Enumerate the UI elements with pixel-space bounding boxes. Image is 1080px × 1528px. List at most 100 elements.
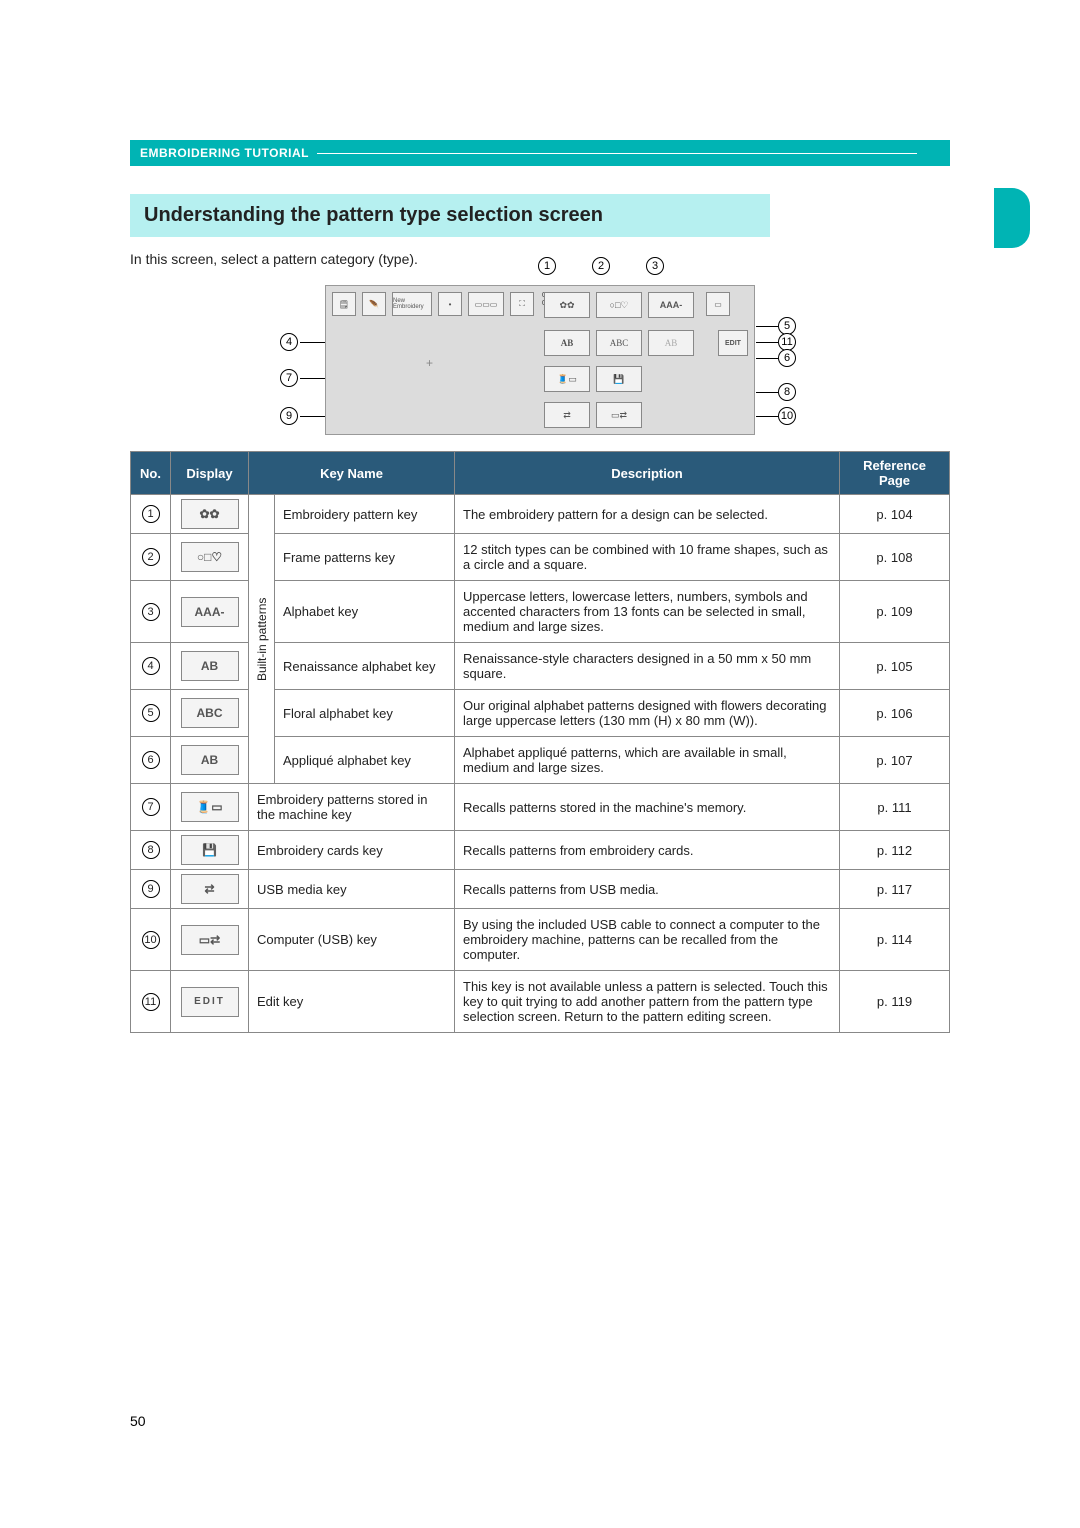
page-number: 50 [130,1413,950,1429]
callout-2: 2 [592,257,610,275]
table-row: 9⇄USB media keyRecalls patterns from USB… [131,870,950,909]
row-description: Uppercase letters, lowercase letters, nu… [455,581,840,643]
table-row: 8💾Embroidery cards keyRecalls patterns f… [131,831,950,870]
th-reference: Reference Page [840,452,950,495]
row-keyname: Embroidery patterns stored in the machin… [249,784,455,831]
row-number: 1 [131,495,171,534]
th-display: Display [171,452,249,495]
row-reference: p. 114 [840,909,950,971]
row-display: ✿✿ [171,495,249,534]
row-number: 5 [131,690,171,737]
row-keyname: Edit key [249,971,455,1033]
row-description: This key is not available unless a patte… [455,971,840,1033]
usb-media-key[interactable]: ⇄ [544,402,590,428]
row-display: EDIT [171,971,249,1033]
row-number: 7 [131,784,171,831]
callout-10: 10 [778,407,796,425]
row-description: By using the included USB cable to conne… [455,909,840,971]
th-keyname: Key Name [249,452,455,495]
row-reference: p. 105 [840,643,950,690]
screen-top-icon: 🪶 [362,292,386,316]
row-description: Our original alphabet patterns designed … [455,690,840,737]
screen-top-icon: ▭▭▭ [468,292,504,316]
row-display: AAA- [171,581,249,643]
row-keyname: Alphabet key [275,581,455,643]
row-number: 9 [131,870,171,909]
key-reference-table: No. Display Key Name Description Referen… [130,451,950,1033]
row-display: ○□♡ [171,534,249,581]
row-reference: p. 119 [840,971,950,1033]
row-reference: p. 104 [840,495,950,534]
chapter-label: EMBROIDERING TUTORIAL [130,140,950,166]
hoop-icon: ▭ [706,292,730,316]
row-display: AB [171,643,249,690]
row-display: ⇄ [171,870,249,909]
row-number: 11 [131,971,171,1033]
row-display: 🧵▭ [171,784,249,831]
callout-7: 7 [280,369,298,387]
frame-patterns-key[interactable]: ○□♡ [596,292,642,318]
row-description: 12 stitch types can be combined with 10 … [455,534,840,581]
row-keyname: USB media key [249,870,455,909]
row-number: 2 [131,534,171,581]
screen-top-icon: • [438,292,462,316]
callout-9: 9 [280,407,298,425]
computer-usb-key[interactable]: ▭⇄ [596,402,642,428]
row-display: ▭⇄ [171,909,249,971]
row-description: Renaissance-style characters designed in… [455,643,840,690]
callout-1: 1 [538,257,556,275]
row-description: Recalls patterns stored in the machine's… [455,784,840,831]
row-number: 10 [131,909,171,971]
row-description: The embroidery pattern for a design can … [455,495,840,534]
screen-top-icon: ⛶ [510,292,534,316]
callout-4: 4 [280,333,298,351]
embroidery-pattern-key[interactable]: ✿✿ [544,292,590,318]
machine-screen: 🗒 🪶 New Embroidery • ▭▭▭ ⛶ 0 mm 0 mm ✿✿ … [325,285,755,435]
renaissance-alphabet-key[interactable]: AB [544,330,590,356]
table-row: 1✿✿Built-in patternsEmbroidery pattern k… [131,495,950,534]
applique-alphabet-key[interactable]: AB [648,330,694,356]
pattern-selection-diagram: 1 2 3 4 7 9 5 11 6 8 10 🗒 🪶 New Embroide… [130,285,950,435]
row-keyname: Computer (USB) key [249,909,455,971]
row-reference: p. 112 [840,831,950,870]
row-reference: p. 107 [840,737,950,784]
table-row: 11EDITEdit keyThis key is not available … [131,971,950,1033]
screen-new-embroidery: New Embroidery [392,292,432,316]
th-description: Description [455,452,840,495]
alphabet-key[interactable]: AAA- [648,292,694,318]
row-number: 3 [131,581,171,643]
row-description: Recalls patterns from embroidery cards. [455,831,840,870]
row-keyname: Floral alphabet key [275,690,455,737]
row-reference: p. 117 [840,870,950,909]
th-no: No. [131,452,171,495]
callout-8: 8 [778,383,796,401]
embroidery-cards-key[interactable]: 💾 [596,366,642,392]
row-keyname: Frame patterns key [275,534,455,581]
screen-top-icon: 🗒 [332,292,356,316]
table-row: 7🧵▭Embroidery patterns stored in the mac… [131,784,950,831]
row-reference: p. 109 [840,581,950,643]
row-keyname: Embroidery cards key [249,831,455,870]
row-description: Recalls patterns from USB media. [455,870,840,909]
row-reference: p. 106 [840,690,950,737]
callout-3: 3 [646,257,664,275]
row-number: 6 [131,737,171,784]
row-number: 4 [131,643,171,690]
row-keyname: Appliqué alphabet key [275,737,455,784]
callout-6: 6 [778,349,796,367]
row-keyname: Embroidery pattern key [275,495,455,534]
edit-key[interactable]: EDIT [718,330,748,356]
row-reference: p. 108 [840,534,950,581]
side-thumb-tab [994,188,1030,248]
table-row: 10▭⇄Computer (USB) keyBy using the inclu… [131,909,950,971]
row-display: 💾 [171,831,249,870]
row-keyname: Renaissance alphabet key [275,643,455,690]
row-description: Alphabet appliqué patterns, which are av… [455,737,840,784]
row-number: 8 [131,831,171,870]
builtin-patterns-group: Built-in patterns [249,495,275,784]
row-display: AB [171,737,249,784]
crosshair-icon: + [426,356,433,370]
machine-memory-key[interactable]: 🧵▭ [544,366,590,392]
row-reference: p. 111 [840,784,950,831]
floral-alphabet-key[interactable]: ABC [596,330,642,356]
